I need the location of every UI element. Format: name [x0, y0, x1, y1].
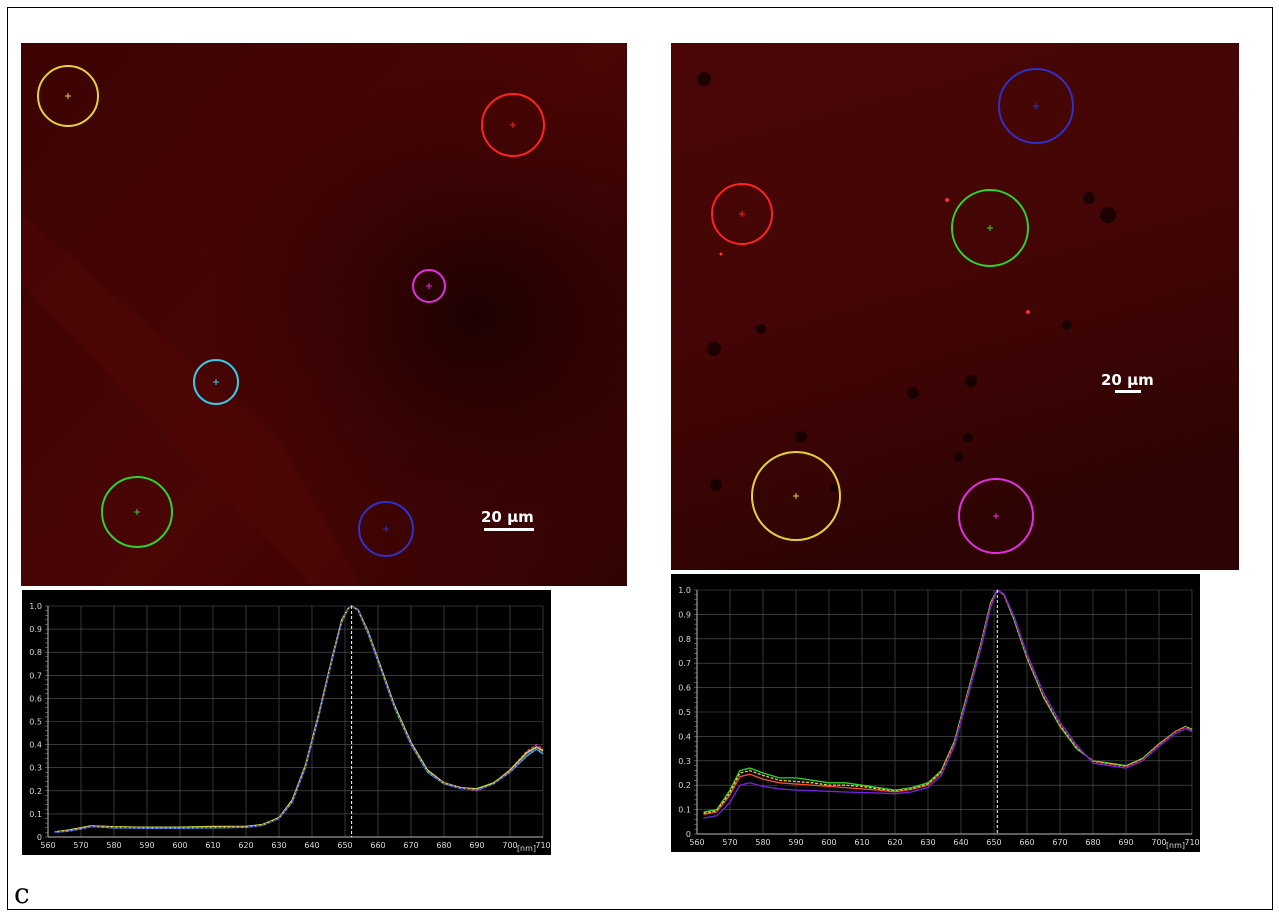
x-tick-label: 710: [535, 841, 550, 850]
spectrum-chart-left: 560 570 580 590 600 610 620 630 640 650 660 670 680 6…: [22, 590, 551, 855]
series-line: [55, 606, 543, 832]
x-tick-label: 700: [1151, 838, 1166, 847]
x-tick-label: 570: [73, 841, 88, 850]
grid: [694, 590, 1192, 834]
y-tick-label: 0.7: [678, 659, 691, 668]
x-tick-label: 710: [1184, 838, 1199, 847]
micrograph-right: 20 µm: [671, 43, 1239, 570]
x-tick-label: 590: [788, 838, 803, 847]
y-tick-label: 0.3: [678, 757, 691, 766]
x-tick-label: 700: [502, 841, 517, 850]
series-line: [55, 606, 543, 832]
series-line: [704, 590, 1192, 818]
y-tick-label: 0.5: [29, 718, 42, 727]
x-tick-label: 690: [1118, 838, 1133, 847]
x-tick-label: 600: [821, 838, 836, 847]
series-line: [55, 606, 543, 832]
y-tick-label: 0.2: [678, 781, 691, 790]
x-tick-label: 580: [755, 838, 770, 847]
x-tick-label: 680: [436, 841, 451, 850]
x-tick-label: 690: [469, 841, 484, 850]
x-tick-label: 620: [238, 841, 253, 850]
y-tick-label: 0.1: [29, 810, 42, 819]
y-tick-label: 0.6: [29, 694, 42, 703]
x-tick-label: 650: [337, 841, 352, 850]
x-tick-label: 640: [304, 841, 319, 850]
y-tick-label: 0.9: [29, 625, 42, 634]
x-tick-label: 670: [1052, 838, 1067, 847]
x-tick-label: 610: [854, 838, 869, 847]
micrograph-left: 20 µm: [21, 43, 627, 586]
x-tick-label: 630: [920, 838, 935, 847]
y-tick-label: 0.7: [29, 671, 42, 680]
x-unit-label: [nm]: [1166, 841, 1185, 850]
x-tick-label: 630: [271, 841, 286, 850]
x-tick-label: 610: [205, 841, 220, 850]
panel-label: c: [14, 880, 30, 908]
y-tick-label: 0.8: [29, 648, 42, 657]
series-line: [55, 606, 543, 832]
y-tick-label: 1.0: [678, 586, 691, 595]
y-tick-label: 0: [37, 833, 42, 842]
x-tick-label: 590: [139, 841, 154, 850]
y-tick-label: 0.5: [678, 708, 691, 717]
y-tick-label: 0.2: [29, 787, 42, 796]
y-tick-label: 1.0: [29, 602, 42, 611]
x-tick-label: 570: [722, 838, 737, 847]
y-tick-label: 0.3: [29, 764, 42, 773]
x-tick-label: 560: [689, 838, 704, 847]
grid: [45, 606, 543, 837]
y-tick-label: 0.8: [678, 635, 691, 644]
x-tick-label: 580: [106, 841, 121, 850]
x-tick-label: 660: [370, 841, 385, 850]
y-tick-label: 0.9: [678, 610, 691, 619]
scale-bar-label: 20 µm: [1101, 371, 1154, 389]
x-tick-label: 600: [172, 841, 187, 850]
spectrum-chart-right: 560 570 580 590 600 610 620 630 640 650 660 670 680 6…: [671, 574, 1200, 852]
series-line: [704, 590, 1192, 813]
x-tick-label: 640: [953, 838, 968, 847]
y-tick-label: 0.4: [29, 741, 42, 750]
y-tick-label: 0.1: [678, 806, 691, 815]
x-tick-label: 560: [40, 841, 55, 850]
x-tick-label: 670: [403, 841, 418, 850]
series-line: [704, 590, 1192, 812]
series-line: [704, 590, 1192, 815]
x-tick-label: 680: [1085, 838, 1100, 847]
x-unit-label: [nm]: [517, 844, 536, 853]
y-tick-label: 0.6: [678, 684, 691, 693]
series-line: [55, 606, 543, 832]
scale-bar-label: 20 µm: [481, 508, 534, 526]
y-tick-label: 0.4: [678, 732, 691, 741]
x-tick-label: 650: [986, 838, 1001, 847]
x-tick-label: 660: [1019, 838, 1034, 847]
x-tick-label: 620: [887, 838, 902, 847]
series-line: [55, 606, 543, 832]
y-tick-label: 0: [686, 830, 691, 839]
